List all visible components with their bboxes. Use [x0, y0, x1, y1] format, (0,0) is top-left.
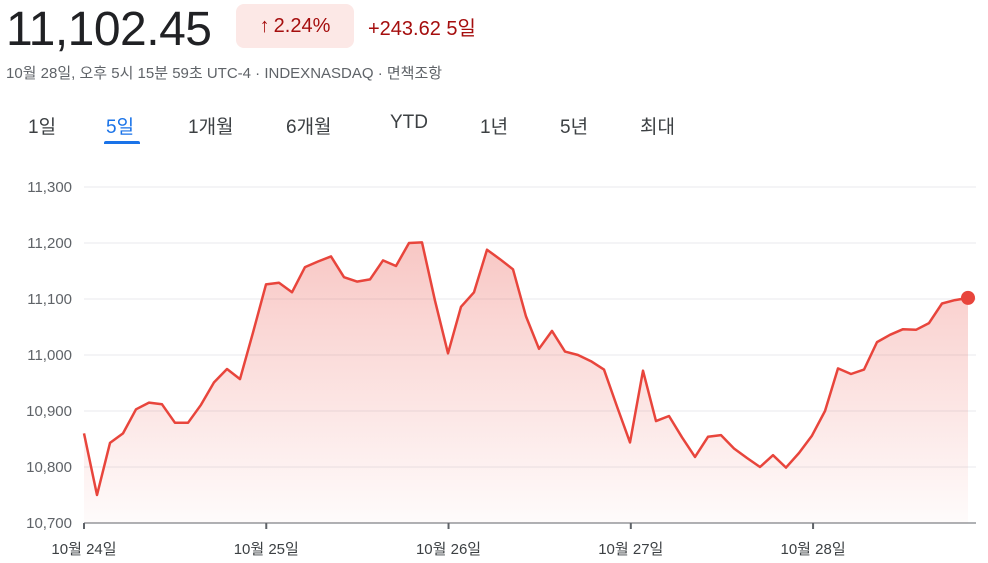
x-tick-label: 10월 27일 [598, 541, 663, 558]
index-price: 11,102.45 [6, 3, 212, 56]
range-tabs: 1일 5일 1개월 6개월 YTD 1년 5년 최대 [0, 112, 720, 146]
tab-6m[interactable]: 6개월 [286, 117, 332, 138]
y-tick-label: 10,800 [26, 459, 72, 476]
tab-max[interactable]: 최대 [640, 117, 675, 138]
tab-5d[interactable]: 5일 [106, 117, 135, 138]
absolute-change: +243.62 5일 [368, 18, 476, 40]
tab-1y[interactable]: 1년 [480, 117, 509, 138]
active-tab-indicator [104, 141, 140, 144]
tab-1m[interactable]: 1개월 [188, 117, 234, 138]
price-chart: 11,300 11,200 11,100 11,000 10,900 10,800 10,7… [26, 179, 976, 558]
y-tick-label: 11,300 [27, 179, 72, 196]
x-tick-label: 10월 28일 [781, 541, 846, 558]
percent-change-badge: ↑ 2.24% [236, 4, 354, 48]
tab-5y[interactable]: 5년 [560, 117, 589, 138]
tab-ytd[interactable]: YTD [390, 112, 428, 133]
y-tick-label: 11,200 [27, 235, 72, 252]
arrow-up-icon: ↑ [259, 14, 270, 37]
price-area [84, 242, 968, 523]
y-tick-label: 10,900 [26, 403, 72, 420]
x-tick-label: 10월 26일 [416, 541, 481, 558]
tab-1d[interactable]: 1일 [28, 117, 57, 138]
quote-meta: 10월 28일, 오후 5시 15분 59초 UTC-4 · INDEXNASD… [6, 65, 443, 82]
current-price-marker [961, 290, 975, 305]
y-tick-label: 10,700 [26, 515, 72, 532]
x-tick-label: 10월 24일 [51, 541, 116, 558]
y-tick-label: 11,000 [27, 347, 72, 364]
x-tick-label: 10월 25일 [234, 541, 299, 558]
y-tick-label: 11,100 [27, 291, 72, 308]
percent-change-value: 2.24% [273, 14, 331, 37]
price-line [82, 241, 969, 497]
